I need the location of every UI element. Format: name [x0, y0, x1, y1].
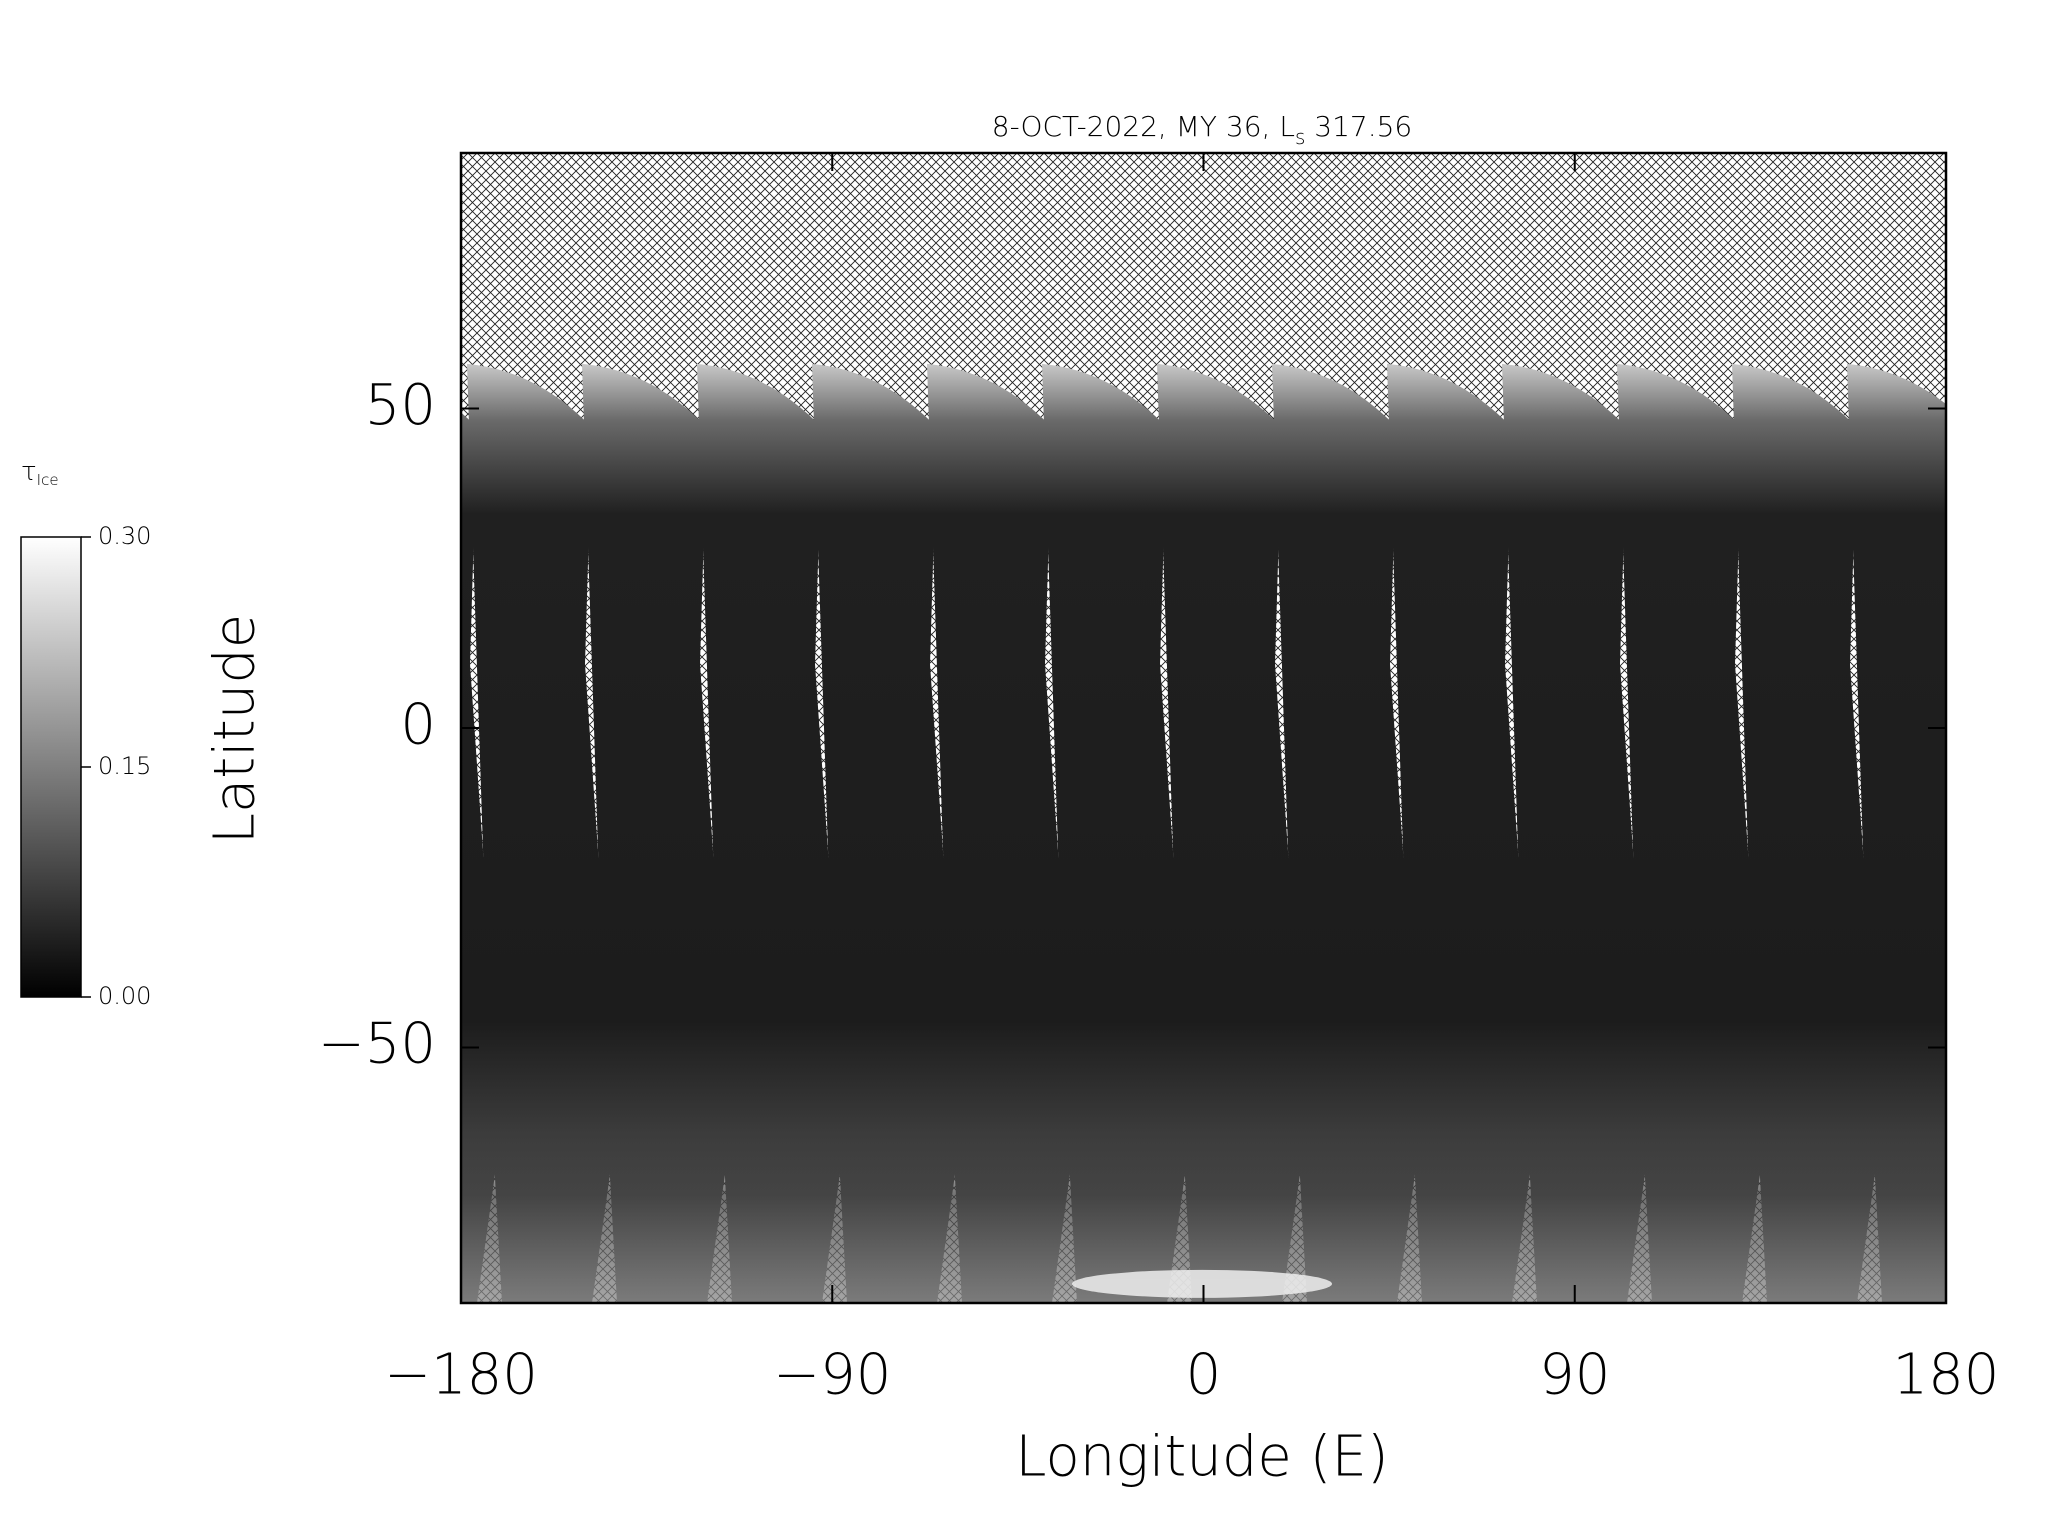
colorbar-tick-label: 0.15 — [98, 752, 151, 780]
y-tick-label: 0 — [400, 692, 436, 757]
swath — [697, 363, 847, 1303]
colorbar-label: τIce — [21, 457, 59, 489]
x-tick-label: 90 — [1539, 1342, 1610, 1407]
swath — [1732, 363, 1882, 1303]
swath — [812, 363, 962, 1303]
swath — [582, 363, 732, 1303]
chart-title: 8-OCT-2022, MY 36, Ls 317.56 — [992, 110, 1412, 149]
map-imagery — [461, 153, 1946, 1303]
swath — [1157, 363, 1307, 1303]
colorbar-tick-label: 0.00 — [98, 982, 151, 1010]
colorbar — [20, 536, 82, 998]
x-tick-label: −180 — [384, 1342, 538, 1407]
polar-bright — [1072, 1269, 1332, 1298]
x-tick-label: 0 — [1186, 1342, 1222, 1407]
y-tick-label: 50 — [365, 373, 436, 438]
x-tick-label: 180 — [1893, 1342, 2000, 1407]
colorbar-tick-label: 0.30 — [98, 522, 151, 550]
swath — [1042, 363, 1192, 1303]
y-axis-label: Latitude — [202, 614, 267, 844]
swath — [1617, 363, 1767, 1303]
x-tick-label: −90 — [773, 1342, 891, 1407]
x-axis-label: Longitude (E) — [1015, 1424, 1388, 1489]
swath — [467, 363, 617, 1303]
swath — [1847, 363, 1946, 1303]
swath — [1387, 363, 1537, 1303]
y-tick-label: −50 — [318, 1012, 436, 1077]
swath — [927, 363, 1077, 1303]
swath — [1502, 363, 1652, 1303]
swath — [1272, 363, 1422, 1303]
